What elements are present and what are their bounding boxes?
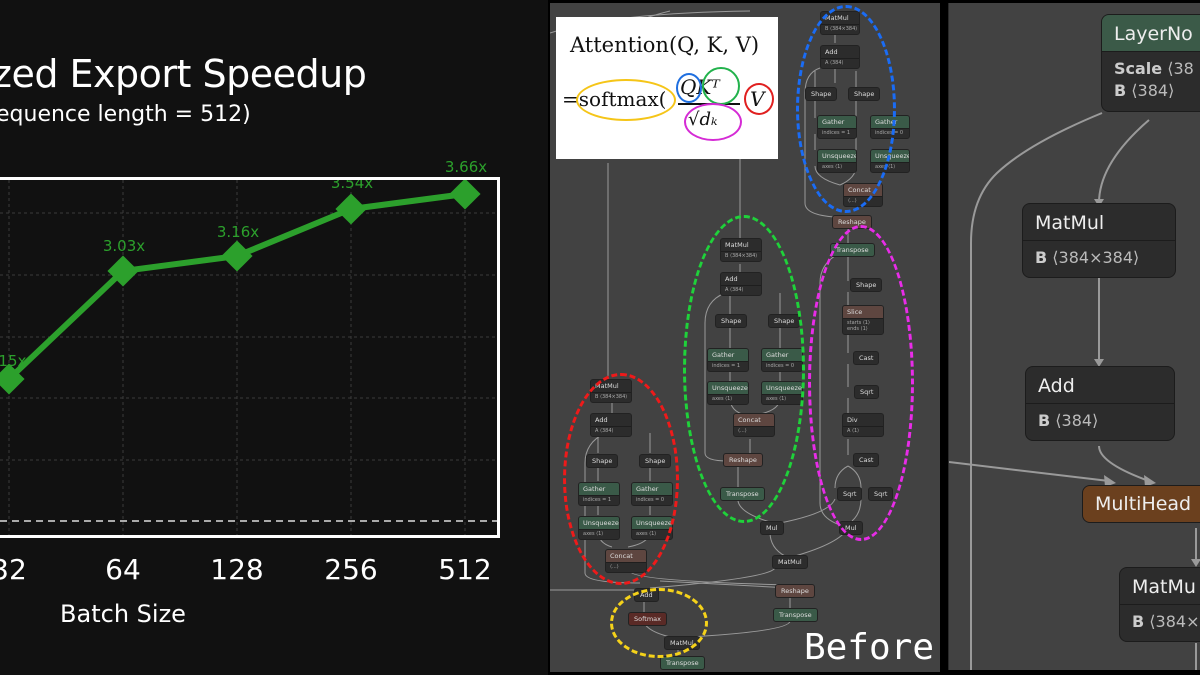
multihead-attention-node[interactable]: MultiHead xyxy=(1082,485,1200,523)
yellow-highlight-ellipse xyxy=(610,588,708,658)
x-axis-label: Batch Size xyxy=(60,600,186,628)
line-chart: .15x 3.03x 3.16x 3.54x 3.66x xyxy=(0,158,497,535)
speedup-chart-panel: zed Export Speedup equence length = 512) xyxy=(0,0,548,675)
x-tick-32: 32 xyxy=(0,553,27,586)
v-ring xyxy=(744,83,774,115)
after-graph-panel: LayerNo Scale ⟨38 B ⟨384⟩ MatMul B ⟨384×3… xyxy=(948,3,1200,670)
data-label-128: 3.16x xyxy=(217,223,259,241)
matmul-node[interactable]: MatMul xyxy=(772,555,808,569)
before-label: Before xyxy=(803,627,934,668)
chart-subtitle: equence length = 512) xyxy=(0,102,251,127)
reshape-node[interactable]: Reshape xyxy=(775,584,815,598)
yellow-transpose-node[interactable]: Transpose xyxy=(660,656,705,670)
magenta-highlight-ellipse xyxy=(808,225,914,541)
softmax-ring xyxy=(576,79,676,121)
mul-node[interactable]: Mul xyxy=(760,521,784,535)
red-highlight-ellipse xyxy=(563,373,679,585)
transpose-node[interactable]: Transpose xyxy=(773,608,818,622)
add-node-after[interactable]: Add B ⟨384⟩ xyxy=(1025,366,1175,442)
matmul-node-after-2[interactable]: MatMu B ⟨384× xyxy=(1119,567,1200,643)
before-graph-panel: Attention(Q, K, V) =softmax( QKᵀ √dₖ V M… xyxy=(550,3,940,672)
x-tick-64: 64 xyxy=(105,553,141,586)
q-ring xyxy=(676,73,702,103)
blue-highlight-ellipse xyxy=(796,5,896,213)
speedup-markers xyxy=(0,178,481,395)
data-label-512: 3.66x xyxy=(445,158,487,176)
chart-title: zed Export Speedup xyxy=(0,52,367,96)
matmul-node-after[interactable]: MatMul B ⟨384×384⟩ xyxy=(1022,203,1176,279)
x-tick-256: 256 xyxy=(324,553,378,586)
kt-ring xyxy=(702,67,740,105)
formula-attention-line: Attention(Q, K, V) xyxy=(570,33,760,57)
plot-frame xyxy=(0,177,500,538)
after-graph-edges xyxy=(949,112,1200,670)
data-label-64: 3.03x xyxy=(103,237,145,255)
attention-formula: Attention(Q, K, V) =softmax( QKᵀ √dₖ V xyxy=(556,17,778,159)
layernorm-node[interactable]: LayerNo Scale ⟨38 B ⟨384⟩ xyxy=(1101,14,1200,112)
grid-lines xyxy=(0,180,497,535)
x-tick-128: 128 xyxy=(210,553,264,586)
data-label-32: .15x xyxy=(0,352,26,370)
x-tick-512: 512 xyxy=(438,553,492,586)
green-highlight-ellipse xyxy=(683,215,805,523)
sqrt-dk-ring xyxy=(684,103,742,141)
